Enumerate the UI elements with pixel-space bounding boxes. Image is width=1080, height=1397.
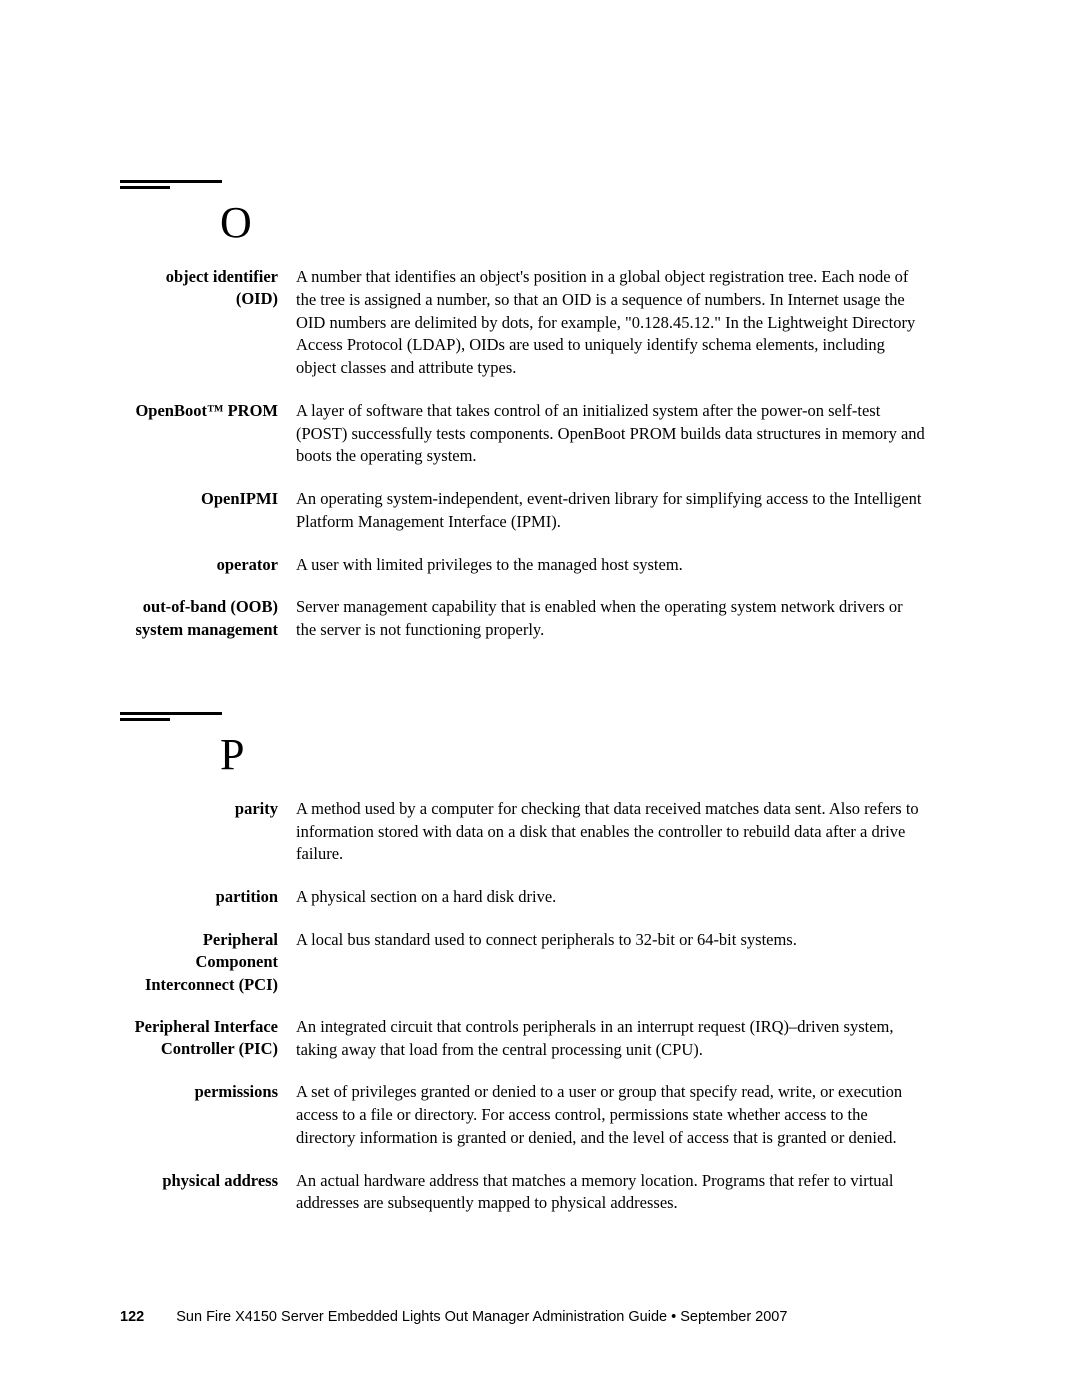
entry-partition: partition A physical section on a hard d…	[120, 886, 960, 909]
def-pci: A local bus standard used to connect per…	[296, 929, 960, 952]
term-oid-line1: object identifier	[120, 266, 278, 288]
def-oob: Server management capability that is ena…	[296, 596, 960, 642]
term-pci-line2: Interconnect (PCI)	[120, 974, 278, 996]
entry-physaddr: physical address An actual hardware addr…	[120, 1170, 960, 1216]
def-pic: An integrated circuit that controls peri…	[296, 1016, 960, 1062]
footer: 122 Sun Fire X4150 Server Embedded Light…	[120, 1309, 960, 1325]
term-pci-line1: Peripheral Component	[120, 929, 278, 974]
entry-parity: parity A method used by a computer for c…	[120, 798, 960, 866]
term-oid: object identifier (OID)	[120, 266, 296, 311]
term-permissions: permissions	[120, 1081, 296, 1103]
entry-openboot: OpenBoot™ PROM A layer of software that …	[120, 400, 960, 468]
entry-pci: Peripheral Component Interconnect (PCI) …	[120, 929, 960, 996]
footer-text: Sun Fire X4150 Server Embedded Lights Ou…	[176, 1309, 787, 1325]
term-oob-line2: system management	[120, 619, 278, 641]
term-oid-line2: (OID)	[120, 288, 278, 310]
section-rule	[120, 712, 960, 721]
def-permissions: A set of privileges granted or denied to…	[296, 1081, 960, 1149]
entry-oob: out-of-band (OOB) system management Serv…	[120, 596, 960, 642]
entry-operator: operator A user with limited privileges …	[120, 554, 960, 577]
term-pic: Peripheral Interface Controller (PIC)	[120, 1016, 296, 1061]
section-letter-P: P	[220, 730, 244, 779]
term-physaddr: physical address	[120, 1170, 296, 1192]
term-parity: parity	[120, 798, 296, 820]
def-physaddr: An actual hardware address that matches …	[296, 1170, 960, 1216]
term-pci: Peripheral Component Interconnect (PCI)	[120, 929, 296, 996]
page: O object identifier (OID) A number that …	[0, 0, 1080, 1397]
entry-openipmi: OpenIPMI An operating system-independent…	[120, 488, 960, 534]
section-rule	[120, 180, 960, 189]
footer-page-number: 122	[120, 1309, 144, 1325]
term-oob: out-of-band (OOB) system management	[120, 596, 296, 641]
def-operator: A user with limited privileges to the ma…	[296, 554, 960, 577]
section-heading-O: O	[220, 197, 960, 248]
entry-oid: object identifier (OID) A number that id…	[120, 266, 960, 380]
def-openboot: A layer of software that takes control o…	[296, 400, 960, 468]
entry-pic: Peripheral Interface Controller (PIC) An…	[120, 1016, 960, 1062]
term-operator: operator	[120, 554, 296, 576]
section-letter-O: O	[220, 198, 252, 247]
section-heading-P: P	[220, 729, 960, 780]
term-pic-line1: Peripheral Interface	[120, 1016, 278, 1038]
entries-O: object identifier (OID) A number that id…	[120, 266, 960, 642]
entry-permissions: permissions A set of privileges granted …	[120, 1081, 960, 1149]
term-oob-line1: out-of-band (OOB)	[120, 596, 278, 618]
def-partition: A physical section on a hard disk drive.	[296, 886, 960, 909]
def-oid: A number that identifies an object's pos…	[296, 266, 960, 380]
term-pic-line2: Controller (PIC)	[120, 1038, 278, 1060]
def-parity: A method used by a computer for checking…	[296, 798, 960, 866]
term-openboot: OpenBoot™ PROM	[120, 400, 296, 422]
term-partition: partition	[120, 886, 296, 908]
entries-P: parity A method used by a computer for c…	[120, 798, 960, 1215]
def-openipmi: An operating system-independent, event-d…	[296, 488, 960, 534]
term-openipmi: OpenIPMI	[120, 488, 296, 510]
